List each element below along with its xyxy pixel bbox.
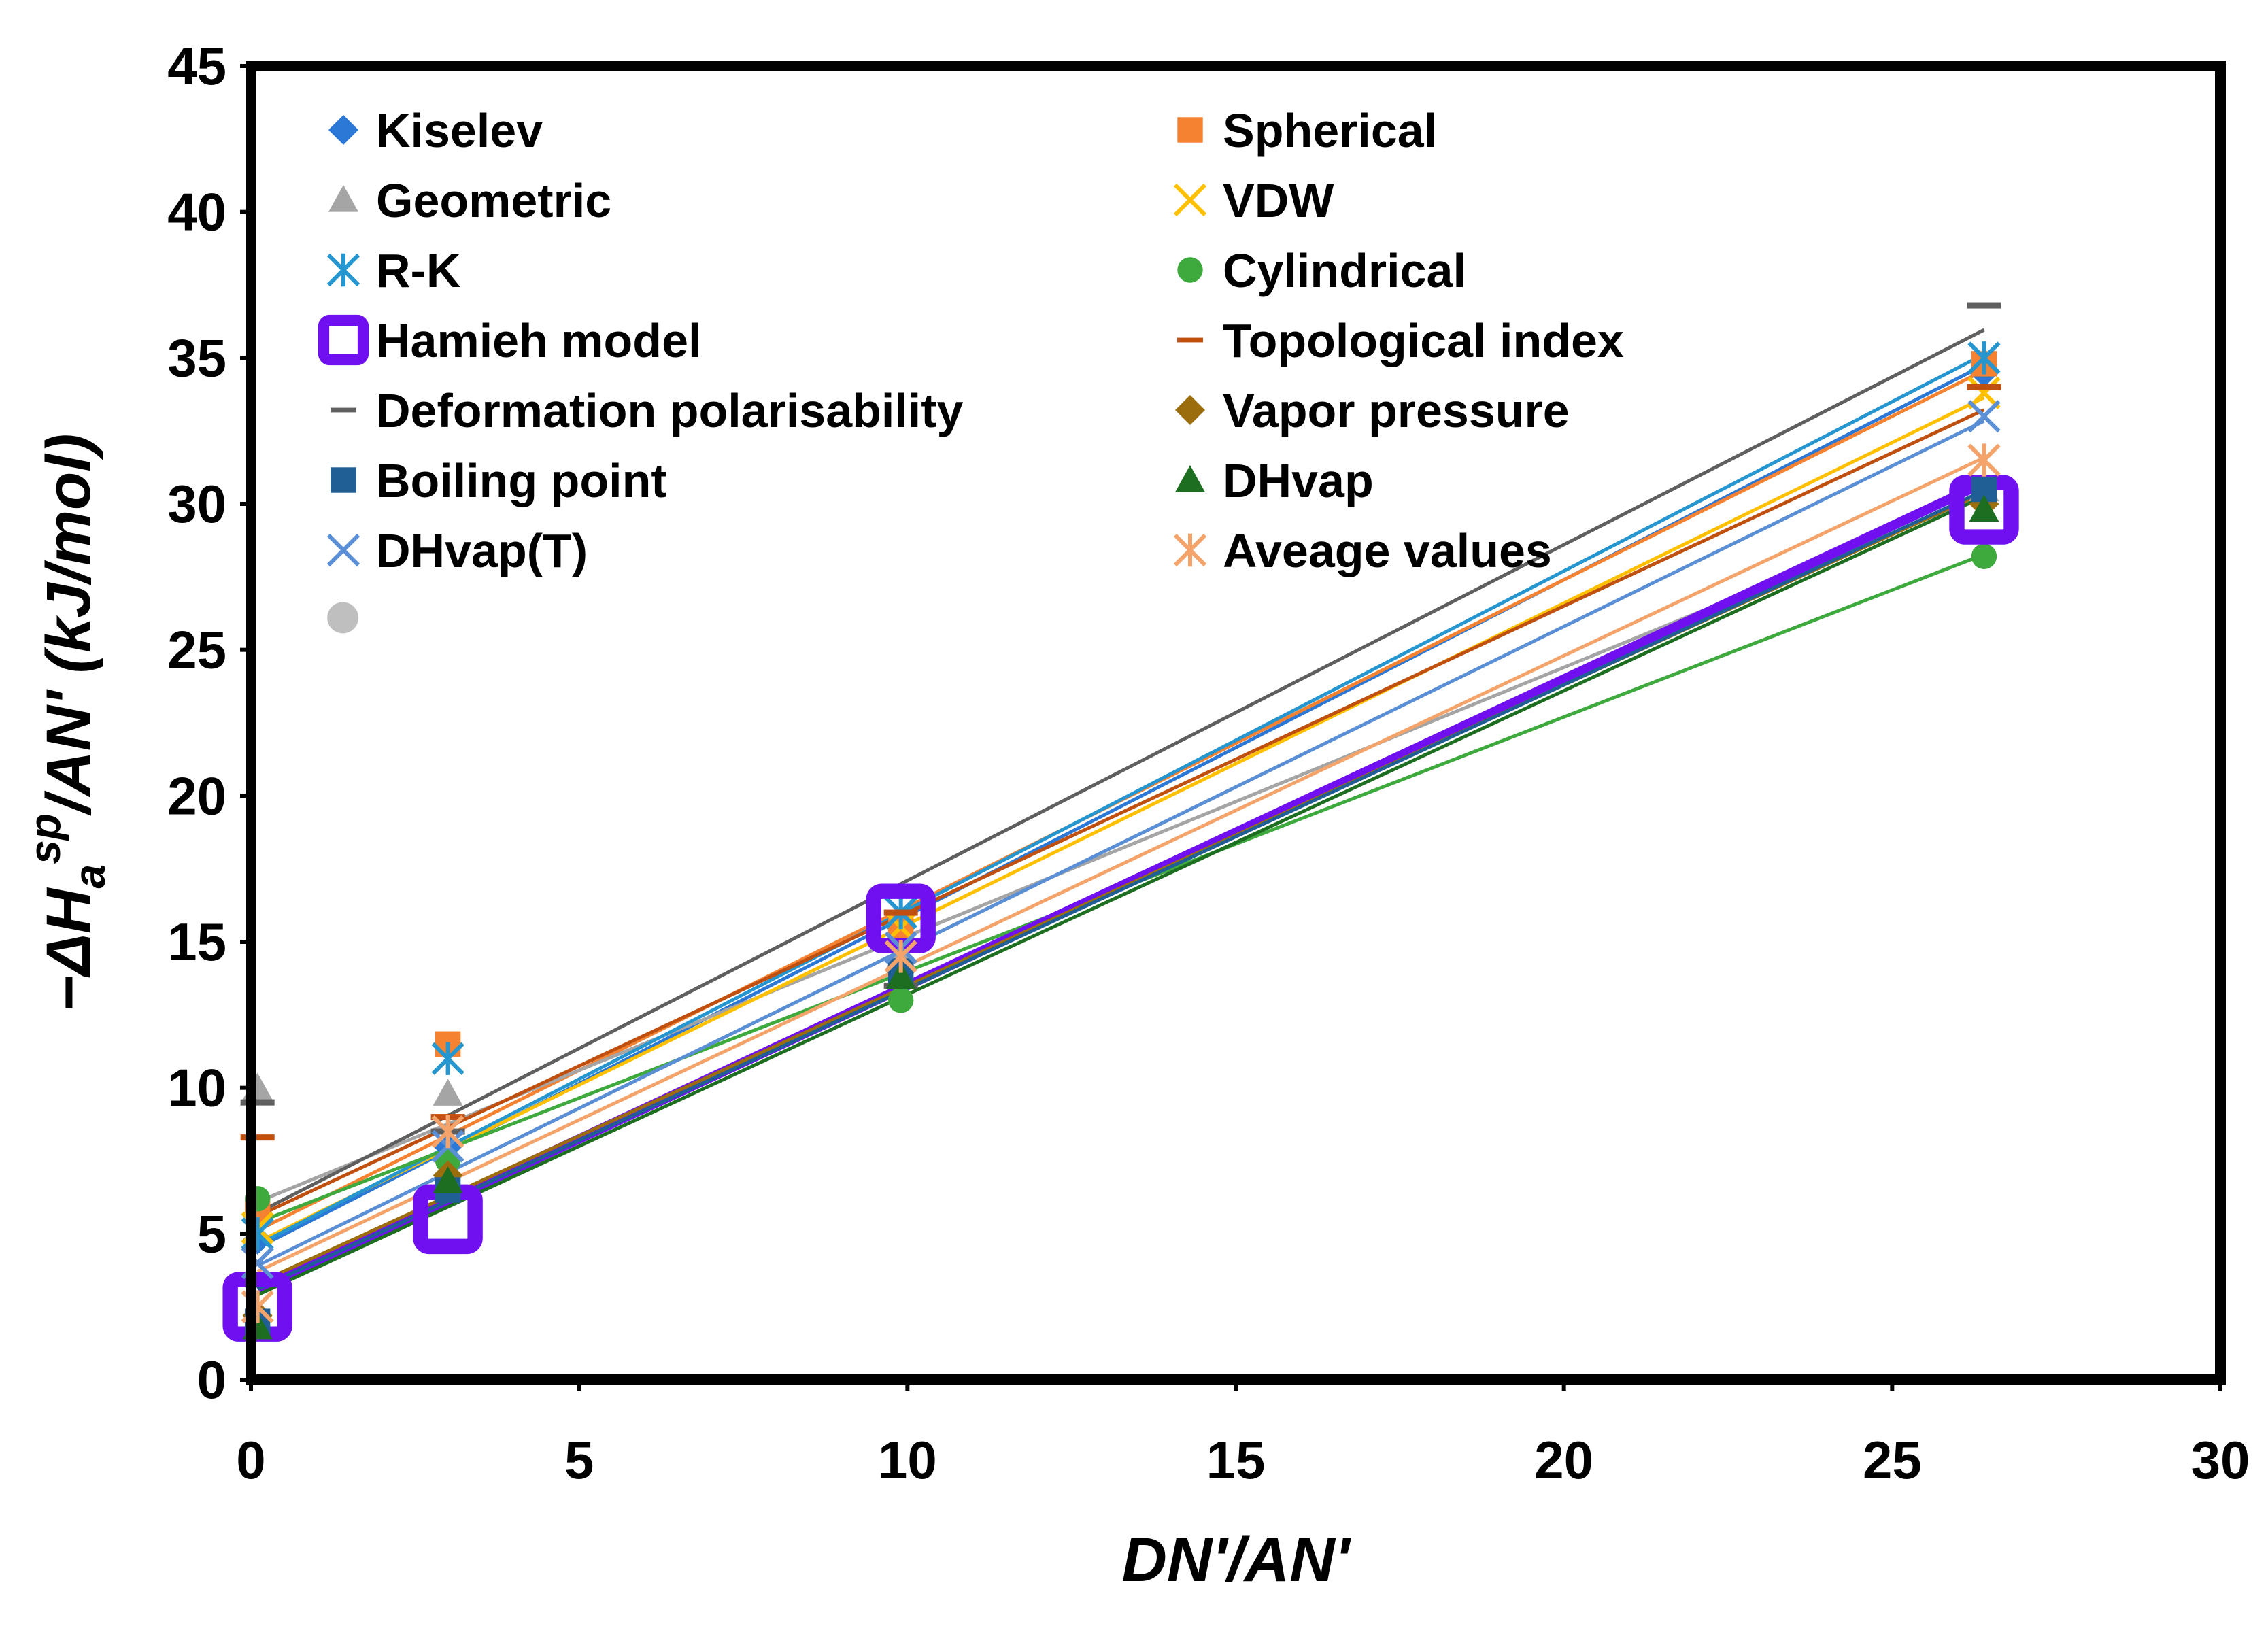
- x-axis-ticks: 0 5 10 15 20 25 30: [236, 1380, 2250, 1490]
- x-tick-label: 20: [1534, 1430, 1593, 1490]
- x-tick-label: 10: [878, 1430, 937, 1490]
- data-point-7-2: [883, 909, 918, 916]
- data-point-3-3: [1967, 376, 2001, 409]
- data-point-12-3: [1967, 400, 2001, 433]
- legend-marker-10: [331, 467, 356, 493]
- data-point-2-1: [433, 1079, 463, 1106]
- data-point-5-2: [887, 987, 914, 1013]
- x-tick-label: 5: [564, 1430, 594, 1490]
- legend-label-11: DHvap: [1223, 454, 1374, 507]
- legend: Kiselev Spherical Geometric VDW R-K Cylindric…: [318, 104, 1624, 577]
- legend-label-2: Geometric: [376, 174, 611, 227]
- legend-marker-3: [1173, 183, 1207, 217]
- legend-marker-13: [1173, 533, 1207, 567]
- y-axis-title-suffix: /AN' (kJ/mol): [34, 434, 103, 817]
- data-point-13-2: [884, 940, 917, 973]
- legend-label-10: Boiling point: [376, 454, 667, 507]
- fit-line-3: [256, 396, 1985, 1244]
- y-tick-label: 40: [167, 182, 226, 242]
- data-point-5-3: [1971, 543, 1997, 569]
- legend-marker-2: [328, 185, 358, 212]
- legend-label-7: Topological index: [1223, 314, 1624, 367]
- y-tick-label: 30: [167, 474, 226, 534]
- data-point-11-3: [1969, 494, 1999, 522]
- fit-line-7: [256, 408, 1985, 1218]
- data-point-13-1: [431, 1115, 464, 1149]
- legend-marker-5: [1177, 257, 1203, 283]
- legend-marker-1: [1177, 117, 1203, 143]
- data-point-8-0: [240, 1099, 275, 1106]
- fit-line-10: [256, 489, 1985, 1291]
- y-axis-title-prefix: −ΔH: [34, 887, 103, 1012]
- extra-point-0: [327, 602, 359, 634]
- legend-label-9: Vapor pressure: [1223, 384, 1570, 437]
- data-point-11-2: [885, 962, 916, 989]
- fit-line-4: [256, 352, 1985, 1247]
- fit-lines: [255, 328, 1986, 1297]
- legend-marker-4: [326, 253, 360, 287]
- data-point-8-3: [1967, 302, 2001, 309]
- x-tick-label: 25: [1863, 1430, 1922, 1490]
- legend-label-6: Hamieh model: [376, 314, 701, 367]
- legend-label-12: DHvap(T): [376, 524, 588, 577]
- legend-label-1: Spherical: [1223, 104, 1437, 157]
- y-tick-label: 10: [167, 1058, 226, 1118]
- data-point-13-3: [1967, 443, 2001, 477]
- y-axis-ticks: 0 5 10 15 20 25 30 35 40 45: [167, 36, 251, 1410]
- legend-label-3: VDW: [1223, 174, 1334, 227]
- y-tick-label: 15: [167, 912, 226, 972]
- data-point-7-3: [1967, 384, 2001, 390]
- y-tick-label: 20: [167, 766, 226, 826]
- legend-marker-8: [331, 407, 356, 413]
- x-tick-label: 0: [236, 1430, 265, 1490]
- legend-label-4: R-K: [376, 244, 460, 297]
- y-tick-label: 25: [167, 620, 226, 680]
- legend-marker-9: [1175, 395, 1205, 425]
- y-axis-title-sup: sp: [20, 813, 69, 864]
- legend-marker-7: [1177, 337, 1203, 343]
- legend-label-13: Aveage values: [1223, 524, 1552, 577]
- y-tick-label: 5: [197, 1204, 226, 1263]
- data-point-4-1: [431, 1042, 464, 1075]
- data-point-4-3: [1967, 341, 2001, 375]
- y-tick-label: 0: [197, 1350, 226, 1410]
- data-point-11-1: [433, 1166, 463, 1193]
- legend-marker-6: [318, 314, 369, 366]
- y-tick-label: 45: [167, 36, 226, 96]
- legend-label-0: Kiselev: [376, 104, 543, 157]
- data-point-7-0: [240, 1134, 275, 1141]
- fit-line-13: [256, 456, 1985, 1274]
- x-tick-label: 30: [2191, 1430, 2250, 1490]
- x-axis-title: DN'/AN': [1121, 1525, 1351, 1595]
- y-tick-label: 35: [167, 328, 226, 388]
- x-tick-label: 15: [1206, 1430, 1266, 1490]
- y-axis-title-sub: a: [65, 864, 114, 889]
- legend-marker-12: [326, 533, 360, 567]
- legend-label-8: Deformation polarisability: [376, 384, 964, 437]
- fit-line-8: [256, 328, 1985, 1215]
- fit-line-12: [256, 419, 1985, 1268]
- fit-line-11: [256, 494, 1985, 1297]
- legend-marker-0: [328, 115, 358, 145]
- legend-marker-11: [1175, 465, 1205, 492]
- legend-label-5: Cylindrical: [1223, 244, 1466, 297]
- y-axis-title: −ΔHasp/AN' (kJ/mol): [20, 434, 114, 1013]
